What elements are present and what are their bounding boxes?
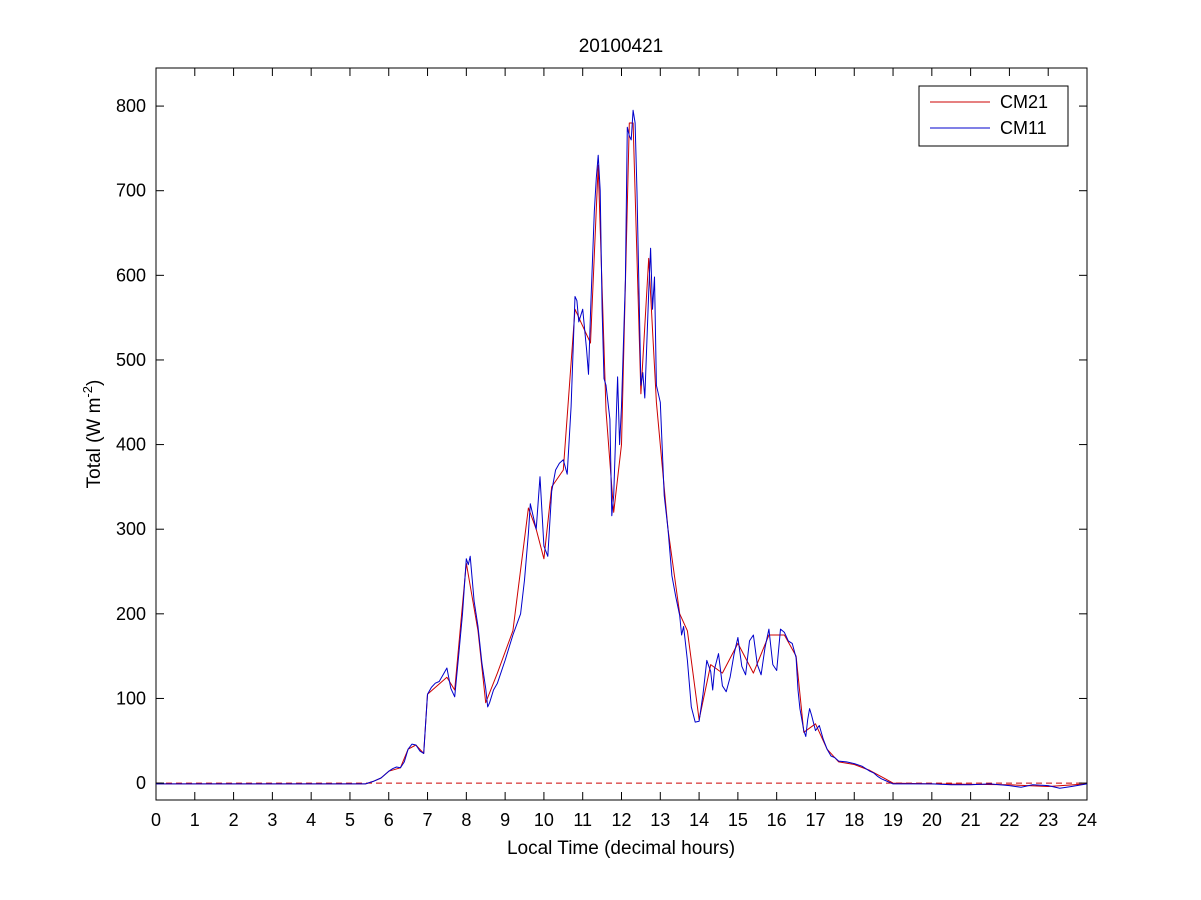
x-tick-label: 8: [461, 810, 471, 830]
chart-title: 20100421: [579, 36, 664, 57]
y-axis-title: Total (W m-2): [80, 380, 105, 489]
y-tick-label: 600: [116, 265, 146, 285]
x-tick-label: 22: [999, 810, 1019, 830]
x-tick-label: 17: [805, 810, 825, 830]
y-axis-title-main: Total (W m: [84, 398, 105, 489]
y-axis-title-superscript: -2: [80, 386, 95, 398]
series-line-cm21: [156, 122, 1088, 787]
y-tick-label: 100: [116, 688, 146, 708]
x-tick-label: 1: [190, 810, 200, 830]
x-tick-label: 18: [844, 810, 864, 830]
x-tick-label: 6: [384, 810, 394, 830]
y-axis-ticks: 0 100 200 300 400 500 600 700 800: [116, 96, 1087, 793]
x-axis-title: Local Time (decimal hours): [507, 838, 735, 859]
x-tick-label: 14: [689, 810, 709, 830]
x-tick-label: 13: [650, 810, 670, 830]
x-tick-label: 20: [922, 810, 942, 830]
x-tick-label: 3: [267, 810, 277, 830]
series-line-cm11: [156, 109, 1088, 789]
x-tick-label: 10: [534, 810, 554, 830]
x-tick-label: 24: [1077, 810, 1097, 830]
x-tick-label: 7: [423, 810, 433, 830]
x-tick-label: 16: [767, 810, 787, 830]
y-tick-label: 800: [116, 96, 146, 116]
y-tick-label: 500: [116, 350, 146, 370]
x-tick-label: 0: [151, 810, 161, 830]
y-tick-label: 700: [116, 181, 146, 201]
x-tick-label: 11: [573, 810, 592, 830]
legend-box: [918, 85, 1069, 147]
x-tick-label: 23: [1038, 810, 1058, 830]
x-tick-label: 19: [883, 810, 903, 830]
x-tick-label: 9: [500, 810, 510, 830]
y-tick-label: 200: [116, 604, 146, 624]
y-tick-label: 0: [136, 773, 146, 793]
x-tick-label: 15: [728, 810, 748, 830]
x-tick-label: 2: [229, 810, 239, 830]
x-tick-label: 21: [961, 810, 981, 830]
series-group: [156, 109, 1088, 789]
legend-label-cm21: CM21: [1000, 92, 1048, 112]
x-tick-label: 4: [306, 810, 316, 830]
y-tick-label: 300: [116, 519, 146, 539]
y-axis-title-close: ): [84, 380, 105, 386]
y-tick-label: 400: [116, 435, 146, 455]
x-tick-label: 5: [345, 810, 355, 830]
x-tick-label: 12: [611, 810, 631, 830]
legend: CM21 CM11: [918, 85, 1069, 147]
x-axis-ticks: 0 1 2 3 4 5 6 7 8 9 10 11 12 13 14 15 16 17 18 19 20 21 22 23 24: [151, 68, 1097, 830]
legend-label-cm11: CM11: [1000, 118, 1047, 138]
